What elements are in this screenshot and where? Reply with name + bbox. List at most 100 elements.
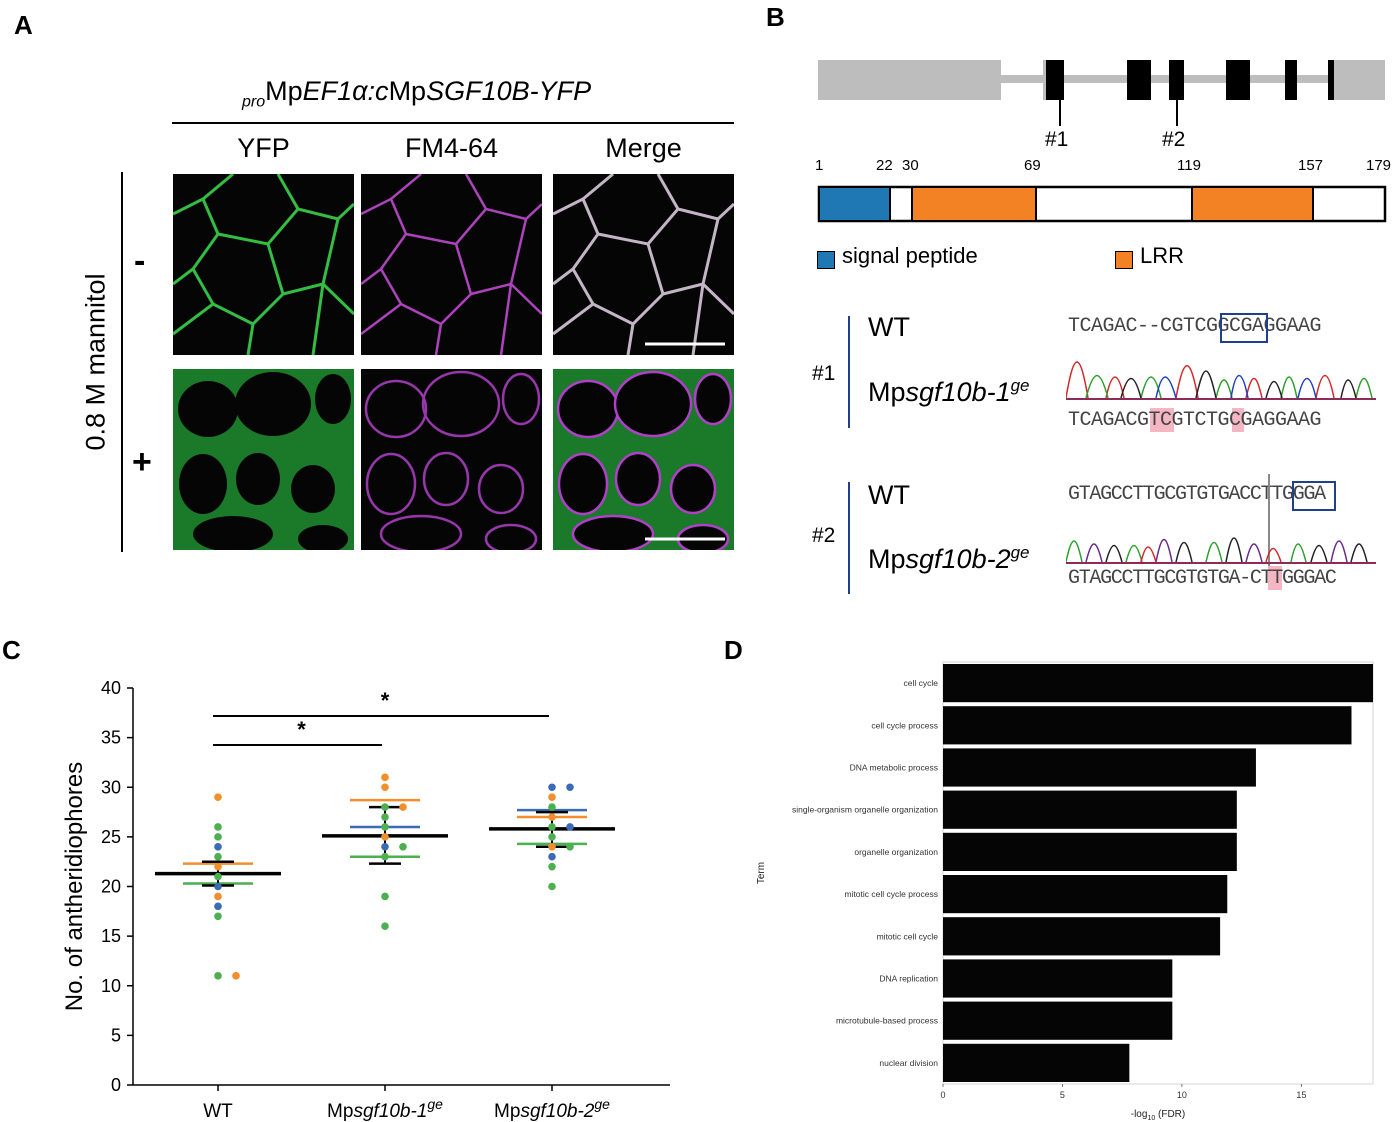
site-2-label: #2 — [1162, 128, 1186, 151]
site-1-mutant-label: Mpsgf10b-1ge — [868, 376, 1030, 408]
y-tick-label: 15 — [101, 926, 121, 946]
cell-outline-fm464-control — [361, 174, 542, 355]
construct-underline — [172, 122, 734, 124]
legend-signal-peptide: signal peptide — [842, 243, 978, 268]
go-term-chart: cell cycle cell cycle process DNA metaboli… — [756, 661, 1374, 1122]
panel-label-c: C — [2, 635, 21, 665]
pos-30: 30 — [902, 157, 919, 174]
antheridiophore-chart: 0 5 10 15 20 25 30 35 40 No. of antheridiophores W… — [61, 678, 670, 1122]
panel-label-a: A — [14, 10, 33, 40]
data-point — [381, 852, 389, 861]
site-1-insertion-highlight — [1150, 408, 1174, 432]
data-point — [214, 823, 222, 831]
gene-model — [818, 60, 1385, 126]
data-point — [381, 922, 389, 930]
term-label: microtubule-based process — [836, 1016, 938, 1026]
x-tick-label: 0 — [940, 1090, 945, 1100]
data-point — [381, 813, 389, 821]
col-header-fm464: FM4-64 — [404, 133, 499, 163]
x-tick-label: WT — [203, 1101, 233, 1122]
data-point — [548, 882, 556, 891]
data-point — [399, 843, 407, 851]
cell-blobs-yfp-mannitol — [178, 372, 351, 550]
term-bar — [943, 959, 1173, 998]
gene-utr-5 — [818, 60, 1001, 100]
data-point — [548, 852, 556, 861]
x-tick-label: 5 — [1060, 1090, 1065, 1100]
micrograph-merge-control — [553, 174, 734, 355]
site-1-label: #1 — [1045, 128, 1069, 151]
lrr-domain-1 — [912, 188, 1036, 220]
y-tick-label: 40 — [101, 678, 121, 698]
data-point — [214, 882, 222, 891]
exon-4 — [1226, 60, 1250, 100]
mannitol-label: 0.8 M mannitol — [80, 273, 111, 451]
data-point — [548, 803, 556, 811]
site-1-mutant-sup: ge — [1010, 376, 1030, 395]
data-point — [548, 833, 556, 841]
term-bar — [943, 1001, 1173, 1040]
site-2-group-label: #2 — [812, 524, 836, 547]
data-point — [381, 773, 389, 782]
pos-22: 22 — [876, 157, 893, 174]
micrograph-fm464-control — [361, 174, 542, 355]
pos-1: 1 — [815, 157, 824, 174]
data-point — [381, 783, 389, 792]
term-label: cell cycle — [904, 678, 939, 688]
site-1-wt-label: WT — [868, 312, 910, 342]
micrograph-fm464-mannitol — [361, 369, 542, 550]
site-2-wt-sequence: GTAGCCTTGCGTGTGACCTTGGGA — [1068, 483, 1326, 506]
term-label: mitotic cell cycle process — [844, 889, 938, 899]
term-bar — [943, 790, 1237, 829]
y-tick-label: 35 — [101, 728, 121, 748]
data-point — [381, 892, 389, 901]
col-header-yfp: YFP — [237, 133, 290, 163]
site-2-mutant-sequence: GTAGCCTTGCGTGTGA-CTTGGGAC — [1068, 567, 1337, 590]
panel-label-b: B — [766, 2, 785, 32]
micrograph-yfp-control — [173, 174, 354, 355]
legend-swatch-signal — [817, 251, 835, 269]
x-tick-label: 10 — [1177, 1090, 1187, 1100]
term-bar — [943, 875, 1228, 914]
y-tick-label: 25 — [101, 827, 121, 847]
term-bar — [943, 832, 1237, 871]
pos-157: 157 — [1298, 157, 1324, 174]
y-tick-label: 10 — [101, 976, 121, 996]
significance-label: * — [297, 717, 306, 742]
data-point — [548, 843, 556, 851]
exon-1 — [1046, 60, 1064, 100]
site-2-chromatogram — [1066, 537, 1376, 564]
data-point — [214, 793, 222, 801]
exon-3 — [1169, 60, 1184, 100]
data-point — [214, 852, 222, 861]
term-bar — [943, 664, 1373, 703]
term-label: nuclear division — [879, 1058, 938, 1068]
site-1-group-label: #1 — [812, 362, 836, 385]
construct-p4: SGF10B-YFP — [426, 76, 592, 106]
exon-2 — [1127, 60, 1151, 100]
y-tick-label: 5 — [111, 1025, 121, 1045]
site-2-mutant-sup: ge — [1010, 543, 1030, 562]
construct-title: proMpEF1α:cMpSGF10B-YFP — [242, 76, 591, 111]
x-tick-label: 15 — [1296, 1090, 1306, 1100]
data-point — [548, 823, 556, 831]
protein-domain-map — [817, 185, 1387, 223]
y-tick-label: 30 — [101, 777, 121, 797]
y-tick-label: 0 — [111, 1075, 121, 1095]
mannitol-bracket — [121, 172, 123, 552]
construct-p1: Mp — [265, 76, 303, 106]
term-bar — [943, 1043, 1130, 1082]
row-label-minus: - — [134, 242, 146, 280]
construct-p2: EF1α:c — [302, 76, 389, 106]
data-point — [214, 912, 222, 921]
micrograph-yfp-mannitol — [173, 369, 354, 550]
site-1-chromatogram — [1066, 361, 1376, 400]
data-point — [214, 872, 222, 881]
data-point — [214, 892, 222, 901]
cell-outline-merge-control — [553, 174, 734, 355]
gene-utr-3 — [1330, 60, 1385, 100]
data-point — [548, 783, 556, 792]
col-header-merge: Merge — [605, 133, 682, 163]
data-point — [214, 843, 222, 851]
pos-69: 69 — [1024, 157, 1041, 174]
